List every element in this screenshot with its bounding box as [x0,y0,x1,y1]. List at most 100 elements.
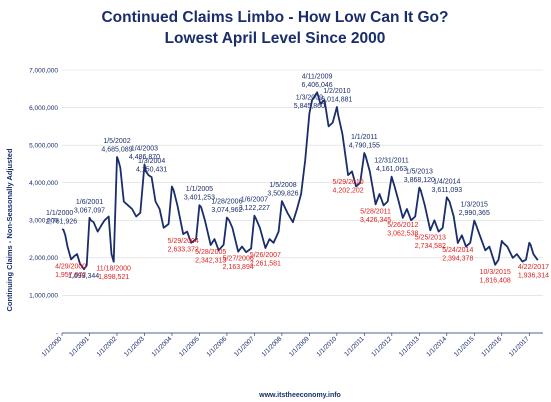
annotation-value-2: 1,699,344 [68,273,99,280]
annotation-27: 5/24/2014 2,394,378 [442,247,473,263]
annotation-value-24: 3,868,120 [404,177,435,184]
annotation-value-12: 2,163,894 [223,264,254,271]
x-tick-label-13: 1/1/2013 [398,335,421,358]
annotation-date-13: 1/6/2007 [241,197,268,204]
annotation-value-27: 2,394,378 [442,256,473,263]
annotation-2: 1,699,344 [68,273,99,280]
annotation-date-8: 5/29/2004 [168,238,199,245]
annotation-value-7: 4,150,431 [136,167,167,174]
x-tick-label-7: 1/1/2007 [233,335,256,358]
annotation-date-17: 4/11/2009 [302,73,333,80]
x-tick-label-17: 1/1/2017 [508,335,531,358]
x-tick-label-2: 1/1/2002 [96,335,119,358]
annotation-date-10: 5/28/2005 [195,249,226,256]
annotation-date-27: 5/24/2014 [442,247,473,254]
annotation-date-12: 5/27/2006 [223,256,254,263]
annotation-value-6: 4,486,870 [129,154,160,161]
annotation-9: 1/1/2005 3,401,253 [184,186,215,202]
y-tick-label-4: 4,000,000 [29,180,58,187]
x-tick-label-12: 1/1/2012 [370,335,393,358]
annotation-value-22: 4,161,063 [376,166,407,173]
annotation-date-9: 1/1/2005 [186,186,213,193]
annotation-value-23: 3,062,538 [387,230,418,237]
annotation-19: 5/29/2010 4,202,202 [333,179,364,195]
annotation-17: 4/11/2009 6,406,046 [301,73,332,89]
annotation-6: 1/4/2003 4,486,870 [129,145,160,161]
annotation-11: 1/28/2006 3,074,962 [211,198,242,214]
annotation-value-16: 5,845,860 [294,103,325,110]
annotation-date-16: 1/3/2009 [296,94,323,101]
annotation-date-15: 1/5/2008 [269,182,296,189]
annotation-18: 1/2/2010 6,014,881 [321,88,352,104]
annotation-value-18: 6,014,881 [321,97,352,104]
annotation-value-30: 1,936,314 [518,273,549,280]
annotation-15: 1/5/2008 3,509,826 [267,182,298,198]
x-tick-label-10: 1/1/2010 [315,335,338,358]
annotation-25: 5/25/2013 2,734,582 [415,234,446,250]
x-tick-label-14: 1/1/2014 [425,335,448,358]
annotation-1: 4/29/2000 1,957,972 [55,263,86,279]
y-tick-label-6: 6,000,000 [29,105,58,112]
annotation-value-26: 3,611,093 [431,187,462,194]
x-tick-label-0: 1/1/2000 [41,335,64,358]
x-tick-label-16: 1/1/2016 [480,335,503,358]
annotation-date-30: 4/22/2017 [518,264,549,271]
annotation-30: 4/22/2017 1,936,314 [518,264,549,280]
series-line-continued-claims [61,91,539,271]
x-tick-label-4: 1/1/2004 [151,335,174,358]
chart-subtitle: Lowest April Level Since 2000 [165,30,386,47]
annotation-value-19: 4,202,202 [333,188,364,195]
source-credit: www.itstheeconomy.info [258,392,341,399]
y-tick-label-5: 5,000,000 [29,142,58,149]
annotation-date-11: 1/28/2006 [211,198,242,205]
y-axis-label: Continuing Claims - Non-Seasonally Adjus… [5,148,14,311]
x-tick-label-3: 1/1/2003 [123,335,146,358]
x-tick-label-1: 1/1/2001 [68,335,91,358]
annotation-date-24: 1/5/2013 [406,169,433,176]
annotation-date-20: 1/1/2011 [351,134,378,141]
annotation-date-1: 4/29/2000 [55,263,86,270]
annotation-date-6: 1/4/2003 [131,145,158,152]
annotation-value-17: 6,406,046 [301,82,332,89]
annotation-date-0: 1/1/2000 [46,210,73,217]
x-tick-label-8: 1/1/2008 [260,335,283,358]
annotation-26: 1/4/2014 3,611,093 [431,178,462,194]
annotation-value-0: 2,761,926 [46,219,77,226]
y-tick-label-2: 2,000,000 [29,255,58,262]
x-tick-label-9: 1/1/2009 [288,335,311,358]
y-tick-label-1: 1,000,000 [29,293,58,300]
annotation-date-3: 1/6/2001 [76,199,103,206]
annotation-date-14: 5/26/2007 [250,252,281,259]
annotation-value-15: 3,509,826 [267,191,298,198]
annotation-value-1: 1,957,972 [55,272,86,279]
annotation-value-14: 2,261,581 [250,261,281,268]
annotation-value-8: 2,633,372 [168,247,199,254]
annotation-date-28: 1/3/2015 [461,202,488,209]
annotation-date-26: 1/4/2014 [433,178,460,185]
annotation-value-13: 3,122,227 [239,205,270,212]
annotations: 1/1/2000 2,761,926 4/29/2000 1,957,9721,699… [46,73,549,284]
y-tick-label-0: - [56,330,58,337]
annotation-value-9: 3,401,253 [184,195,215,202]
annotation-14: 5/26/2007 2,261,581 [250,252,281,268]
annotation-date-19: 5/29/2010 [333,179,364,186]
annotation-value-21: 3,426,345 [360,217,391,224]
annotation-value-4: 1,898,521 [98,274,129,281]
annotation-date-21: 5/28/2011 [360,208,391,215]
annotation-value-28: 2,990,365 [459,210,490,217]
annotation-20: 1/1/2011 4,790,155 [349,134,380,150]
y-tick-label-7: 7,000,000 [29,67,58,74]
annotation-date-18: 1/2/2010 [323,88,350,95]
x-tick-label-5: 1/1/2005 [178,335,201,358]
annotation-date-29: 10/3/2015 [480,269,511,276]
annotation-value-25: 2,734,582 [415,243,446,250]
